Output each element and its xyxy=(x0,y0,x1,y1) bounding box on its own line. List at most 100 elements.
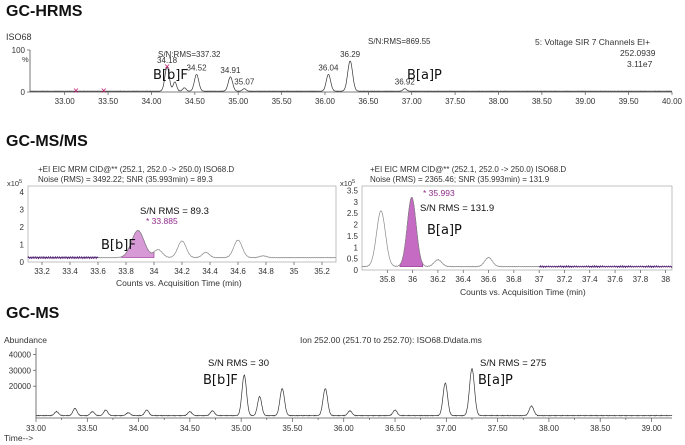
hrms-y-tick-label: 0 xyxy=(21,88,26,97)
sample-label: ISO68 xyxy=(6,32,32,42)
msms2-header-line-1: +EI EIC MRM CID@** (252.1, 252.0 -> 250.… xyxy=(370,165,566,174)
msms2-frame xyxy=(361,185,673,271)
msms2-y-ticks: 0 0.5 1 1.5 2 2.5 3 3.5 xyxy=(347,187,359,275)
msms1-header-line-1: +EI EIC MRM CID@** (252.1, 252.0 -> 250.… xyxy=(38,165,234,174)
msms1-x-tick-label: 34.4 xyxy=(202,267,218,276)
gcms-header: Ion 252.00 (251.70 to 252.70): ISO68.D\d… xyxy=(300,335,482,345)
hrms-x-tick-label: 35.50 xyxy=(272,97,293,106)
gcms-x-tick-label: 33.50 xyxy=(77,424,98,433)
msms1-x-tick-label: 34.2 xyxy=(174,267,190,276)
msms2-y-tick-label: 2 xyxy=(354,221,359,230)
hrms-compound-bap: B[a]P xyxy=(407,68,442,83)
msms2-header-line-2: Noise (RMS) = 2365.46; SNR (35.993min) =… xyxy=(370,175,550,184)
msms1-scale-label: x105 xyxy=(7,179,22,188)
msms2-y-tick-label: 0 xyxy=(354,266,359,275)
hrms-sn-label-bbf: S/N:RMS=337.32 xyxy=(158,50,221,59)
msms1-header-line-2: Noise (RMS) = 3492.22; SNR (35.993min) =… xyxy=(38,175,213,184)
hrms-markers: × × × xyxy=(73,62,171,95)
msms2-y-tick-label: 3 xyxy=(354,198,359,207)
hrms-header-line-1: 5: Voltage SIR 7 Channels EI+ xyxy=(535,37,650,47)
hrms-y-ticks: 0 100 xyxy=(12,46,30,97)
hrms-x-tick-label: 38.50 xyxy=(532,97,553,106)
gcms-x-tick-label: 36.50 xyxy=(385,424,406,433)
hrms-x-tick-label: 40.00 xyxy=(662,97,683,106)
msms2-x-tick-label: 36.8 xyxy=(506,275,522,284)
gcms-x-tick-label: 36.00 xyxy=(334,424,355,433)
msms1-x-tick-label: 33.2 xyxy=(34,267,50,276)
msms2-compound-label: B[a]P xyxy=(427,223,462,238)
hrms-y-axis-label: % xyxy=(22,55,29,64)
msms2-x-tick-label: 36 xyxy=(408,275,417,284)
msms1-baseline-noise xyxy=(27,255,99,260)
msms2-x-tick-label: 37.6 xyxy=(607,275,623,284)
msms1-scale-base: x10 xyxy=(7,179,19,188)
msms1-x-tick-label: 33.6 xyxy=(90,267,106,276)
msms2-x-tick-label: 37.2 xyxy=(557,275,573,284)
gcms-x-tick-label: 35.50 xyxy=(282,424,303,433)
msms2-scale-exp: 5 xyxy=(352,179,355,185)
hrms-compound-bbf: B[b]F xyxy=(153,68,188,83)
hrms-x-tick-label: 39.50 xyxy=(619,97,640,106)
hrms-x-tick-label: 34.00 xyxy=(141,97,162,106)
msms1-x-tick-label: 35.2 xyxy=(314,267,330,276)
msms1-x-tick-label: 33.4 xyxy=(62,267,78,276)
msms2-x-tick-label: 37.4 xyxy=(582,275,598,284)
hrms-x-ticks: 33.00 33.50 34.00 34.50 35.00 35.50 36.00 36.50… xyxy=(55,92,683,106)
hrms-sn-label-bap: S/N:RMS=869.55 xyxy=(368,37,431,46)
section-title-gc-hrms: GC-HRMS xyxy=(6,3,83,20)
msms2-x-tick-label: 37 xyxy=(535,275,544,284)
msms1-x-ticks: 33.2 33.4 33.6 33.8 34 34.2 34.4 34.6 34.8 35 35.2 xyxy=(34,262,330,276)
msms2-baseline-noise xyxy=(538,264,673,269)
gcms-x-tick-label: 35.00 xyxy=(231,424,252,433)
msms2-y-tick-label: 2.5 xyxy=(347,209,359,218)
msms1-x-axis-label: Counts vs. Acquisition Time (min) xyxy=(116,278,242,288)
msms1-y-ticks: 0 1 2 3 4 xyxy=(20,188,25,267)
msms2-x-tick-label: 36.2 xyxy=(430,275,446,284)
panel-gc-msms-left: GC-MS/MS +EI EIC MRM CID@** (252.1, 252.… xyxy=(6,133,337,288)
hrms-x-tick-label: 37.50 xyxy=(445,97,466,106)
panel-gc-ms: GC-MS Abundance Ion 252.00 (251.70 to 25… xyxy=(4,305,673,443)
msms2-x-tick-label: 38 xyxy=(661,275,670,284)
msms1-y-tick-label: 0 xyxy=(20,258,25,267)
hrms-x-tick-label: 36.50 xyxy=(358,97,379,106)
hrms-peak-label: 34.52 xyxy=(187,63,208,72)
msms1-x-tick-label: 33.8 xyxy=(118,267,134,276)
hrms-peak-label: 36.29 xyxy=(340,50,361,59)
msms1-scale-exp: 5 xyxy=(19,179,22,185)
msms1-x-tick-label: 34.8 xyxy=(258,267,274,276)
hrms-peak-label: 36.92 xyxy=(395,78,416,87)
gcms-y-tick-label: 30000 xyxy=(9,366,32,375)
hrms-trace xyxy=(29,60,673,92)
msms2-x-tick-label: 37.8 xyxy=(633,275,649,284)
hrms-peak-label: 34.18 xyxy=(157,56,178,65)
panel-gc-hrms: GC-HRMS ISO68 5: Voltage SIR 7 Channels … xyxy=(6,3,683,106)
msms2-x-ticks: 35.8 36 36.2 36.4 36.6 36.8 37 37.2 37.4 37.6 37.8… xyxy=(380,270,671,284)
msms1-sn-label: S/N RMS = 89.3 xyxy=(140,206,209,217)
gcms-sn-label-bap: S/N RMS = 275 xyxy=(480,358,546,369)
hrms-x-tick-label: 36.00 xyxy=(315,97,336,106)
msms2-peak-label: * 35.993 xyxy=(423,188,455,198)
msms1-y-tick-label: 3 xyxy=(20,206,25,215)
hrms-x-tick-label: 33.00 xyxy=(55,97,76,106)
msms2-x-axis-label: Counts vs. Acquisition Time (min) xyxy=(460,287,586,297)
gcms-x-tick-label: 33.00 xyxy=(26,424,47,433)
msms1-frame xyxy=(27,185,337,263)
gcms-x-tick-label: 38.00 xyxy=(539,424,560,433)
gcms-compound-bap: B[a]P xyxy=(478,373,513,388)
msms1-peak-label: * 33.885 xyxy=(146,216,178,226)
section-title-gc-ms: GC-MS xyxy=(6,305,60,322)
hrms-peak-label: 34.91 xyxy=(220,66,241,75)
gcms-x-tick-label: 37.00 xyxy=(436,424,457,433)
gcms-x-tick-label: 34.50 xyxy=(180,424,201,433)
gcms-x-ticks: 33.00 33.50 34.00 34.50 35.00 35.50 36.00 36.50… xyxy=(26,418,662,433)
hrms-peak-label: 35.07 xyxy=(234,78,255,87)
hrms-x-tick-label: 34.50 xyxy=(185,97,206,106)
gcms-sn-label-bbf: S/N RMS = 30 xyxy=(208,358,269,369)
msms1-x-tick-label: 35 xyxy=(290,267,299,276)
gcms-y-axis-label: Abundance xyxy=(4,335,47,345)
hrms-peak-label: 36.04 xyxy=(318,63,339,72)
msms2-x-tick-label: 35.8 xyxy=(380,275,396,284)
gcms-y-tick-label: 40000 xyxy=(9,350,32,359)
msms1-compound-label: B[b]F xyxy=(101,238,136,253)
